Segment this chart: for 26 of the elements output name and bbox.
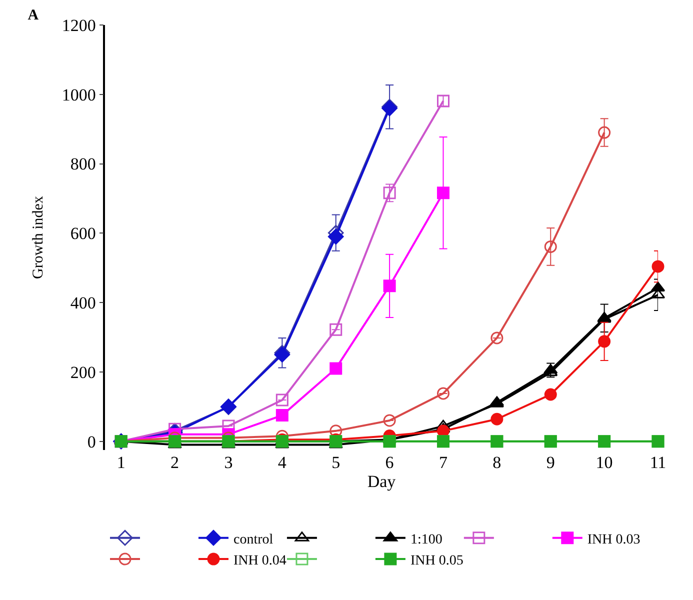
x-tick-label: 6 bbox=[385, 453, 394, 472]
x-tick-label: 4 bbox=[278, 453, 287, 472]
x-tick-label: 3 bbox=[224, 453, 233, 472]
y-axis-title: Growth index bbox=[30, 196, 47, 279]
x-tick-label: 5 bbox=[332, 453, 340, 472]
y-tick-label: 1200 bbox=[62, 16, 96, 35]
y-tick-label: 1000 bbox=[62, 85, 96, 104]
x-tick-label: 2 bbox=[170, 453, 180, 472]
x-tick-label: 8 bbox=[492, 453, 502, 472]
y-tick-label: 0 bbox=[87, 432, 96, 452]
x-tick-label: 1 bbox=[116, 453, 126, 472]
legend-label: INH 0.03 bbox=[587, 532, 640, 548]
y-tick-label: 200 bbox=[70, 362, 96, 382]
legend-label: 1:100 bbox=[410, 532, 442, 548]
chart-title: A bbox=[28, 8, 39, 24]
x-tick-label: 10 bbox=[596, 453, 613, 472]
x-axis-title: Day bbox=[367, 472, 396, 491]
legend-label: INH 0.04 bbox=[233, 554, 286, 569]
y-tick-label: 800 bbox=[70, 154, 96, 174]
legend-label: INH 0.05 bbox=[410, 554, 464, 569]
legend-label: control bbox=[233, 532, 274, 548]
y-tick-label: 600 bbox=[70, 224, 96, 244]
x-tick-label: 7 bbox=[438, 453, 448, 472]
x-tick-label: 9 bbox=[546, 453, 555, 472]
x-tick-label: 11 bbox=[650, 453, 666, 472]
y-tick-label: 400 bbox=[70, 294, 96, 312]
